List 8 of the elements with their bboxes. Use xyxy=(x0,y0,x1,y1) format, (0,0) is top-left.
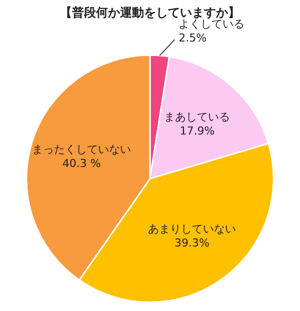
slice-label: あまりしていない xyxy=(148,222,236,236)
slice-label: まあしている xyxy=(164,110,230,124)
data-label: 2.5% xyxy=(178,31,207,44)
data-label: 39.3% xyxy=(174,236,210,250)
data-label: 40.3 % xyxy=(62,157,101,170)
chart-title: 【普段何か運動をしていますか】 xyxy=(60,5,240,20)
data-label: 17.9% xyxy=(180,124,215,138)
slice-label: まったくしていない xyxy=(32,143,132,156)
